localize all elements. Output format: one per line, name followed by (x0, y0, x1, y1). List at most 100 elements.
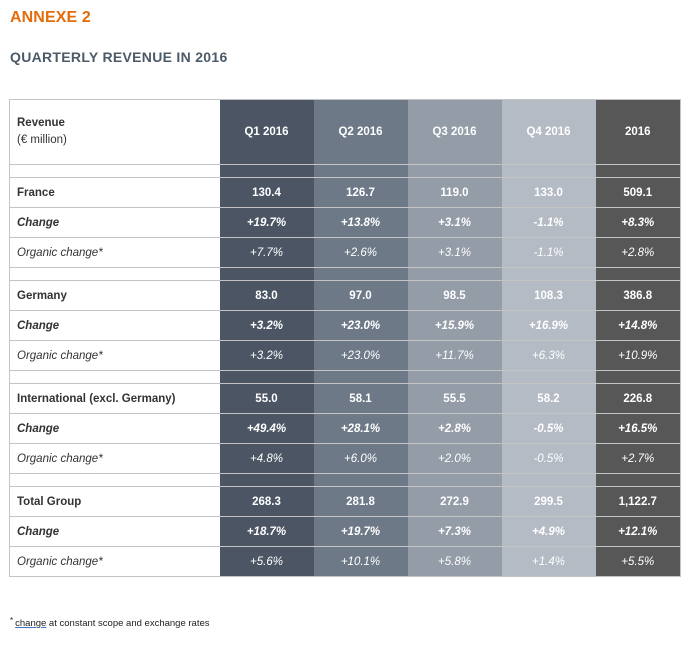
revenue-row-q4-cell: 58.2 (501, 383, 596, 414)
organic-change-row-q3-cell: +2.0% (407, 443, 502, 474)
col-header-year: 2016 (595, 99, 681, 165)
annexe-title: ANNEXE 2 (10, 9, 91, 26)
spacer-cell (595, 164, 681, 178)
organic-change-row: Organic change* +5.6% +10.1% +5.8% +1.4% +5.5… (9, 546, 681, 577)
spacer-cell (313, 164, 408, 178)
change-row-q4-cell: +16.9% (501, 310, 596, 341)
revenue-row-q4-cell: 133.0 (501, 177, 596, 208)
revenue-label: Revenue (17, 117, 65, 129)
revenue-row-q3-cell: 98.5 (407, 280, 502, 311)
change-row-q3-cell: +15.9% (407, 310, 502, 341)
organic-change-row-label: Organic change* (9, 340, 220, 371)
revenue-row-q2-cell: 126.7 (313, 177, 408, 208)
organic-change-row-q3-cell: +3.1% (407, 237, 502, 268)
footnote: * change at constant scope and exchange r… (10, 616, 210, 629)
spacer-cell (407, 164, 502, 178)
col-header-q3: Q3 2016 (407, 99, 502, 165)
revenue-row-q3-cell: 272.9 (407, 486, 502, 517)
organic-change-row-year-cell: +2.7% (595, 443, 681, 474)
revenue-row: France 130.4 126.7 119.0 133.0 509.1 (9, 177, 681, 208)
organic-change-row-q2-cell: +23.0% (313, 340, 408, 371)
col-header-q2: Q2 2016 (313, 99, 408, 165)
organic-change-row: Organic change* +3.2% +23.0% +11.7% +6.3% +10… (9, 340, 681, 371)
change-row: Change +19.7% +13.8% +3.1% -1.1% +8.3% (9, 207, 681, 238)
change-row-q4-cell: -0.5% (501, 413, 596, 444)
change-row-q1-cell: +19.7% (219, 207, 314, 238)
organic-change-row-q2-cell: +10.1% (313, 546, 408, 577)
revenue-row-year-cell: 226.8 (595, 383, 681, 414)
change-row-q4-cell: +4.9% (501, 516, 596, 547)
revenue-row-q2-cell: 58.1 (313, 383, 408, 414)
revenue-row: International (excl. Germany) 55.0 58.1 55.… (9, 383, 681, 414)
organic-change-row: Organic change* +4.8% +6.0% +2.0% -0.5% +2.7% (9, 443, 681, 474)
spacer-row (9, 473, 681, 487)
footnote-text: at constant scope and exchange rates (46, 618, 210, 629)
change-row-year-cell: +14.8% (595, 310, 681, 341)
revenue-row-q1-cell: 55.0 (219, 383, 314, 414)
spacer-cell (407, 370, 502, 384)
change-row-label: Change (9, 516, 220, 547)
spacer-cell (595, 473, 681, 487)
change-row-q2-cell: +28.1% (313, 413, 408, 444)
spacer-cell (501, 370, 596, 384)
revenue-row-year-cell: 1,122.7 (595, 486, 681, 517)
spacer-cell (501, 164, 596, 178)
change-row-q2-cell: +13.8% (313, 207, 408, 238)
organic-change-row-year-cell: +10.9% (595, 340, 681, 371)
footnote-underlined-word: change (15, 618, 47, 629)
organic-change-row-q2-cell: +6.0% (313, 443, 408, 474)
revenue-row-q1-cell: 268.3 (219, 486, 314, 517)
organic-change-row-label: Organic change* (9, 237, 220, 268)
footnote-star: * (10, 616, 14, 625)
revenue-row-label: Germany (9, 280, 220, 311)
revenue-row: Germany 83.0 97.0 98.5 108.3 386.8 (9, 280, 681, 311)
quarterly-revenue-table: Revenue (€ million) Q1 2016 Q2 2016 Q3 20… (9, 99, 681, 577)
organic-change-row-year-cell: +5.5% (595, 546, 681, 577)
spacer-cell (219, 370, 314, 384)
spacer-cell (219, 267, 314, 281)
revenue-row-year-cell: 386.8 (595, 280, 681, 311)
revenue-row-label: France (9, 177, 220, 208)
change-row-q3-cell: +7.3% (407, 516, 502, 547)
spacer-row (9, 370, 681, 384)
unit-label: (€ million) (17, 134, 67, 146)
spacer-row (9, 267, 681, 281)
change-row-year-cell: +16.5% (595, 413, 681, 444)
organic-change-row-q1-cell: +4.8% (219, 443, 314, 474)
spacer-cell (313, 267, 408, 281)
change-row-year-cell: +8.3% (595, 207, 681, 238)
spacer-cell (407, 267, 502, 281)
revenue-row-q2-cell: 97.0 (313, 280, 408, 311)
revenue-row-q2-cell: 281.8 (313, 486, 408, 517)
spacer-cell (407, 473, 502, 487)
revenue-row-q3-cell: 55.5 (407, 383, 502, 414)
organic-change-row-q1-cell: +3.2% (219, 340, 314, 371)
organic-change-row-q4-cell: +6.3% (501, 340, 596, 371)
spacer-cell (595, 370, 681, 384)
organic-change-row-label: Organic change* (9, 443, 220, 474)
header-row: Revenue (€ million) Q1 2016 Q2 2016 Q3 20… (9, 99, 681, 165)
spacer-cell (595, 267, 681, 281)
spacer-cell (219, 473, 314, 487)
organic-change-row-q3-cell: +11.7% (407, 340, 502, 371)
organic-change-row: Organic change* +7.7% +2.6% +3.1% -1.1% +2.8% (9, 237, 681, 268)
revenue-row-year-cell: 509.1 (595, 177, 681, 208)
spacer-cell (9, 473, 220, 487)
spacer-cell (313, 473, 408, 487)
organic-change-row-q4-cell: -1.1% (501, 237, 596, 268)
organic-change-row-q1-cell: +5.6% (219, 546, 314, 577)
change-row-q3-cell: +3.1% (407, 207, 502, 238)
organic-change-row-q1-cell: +7.7% (219, 237, 314, 268)
organic-change-row-q4-cell: -0.5% (501, 443, 596, 474)
organic-change-row-q4-cell: +1.4% (501, 546, 596, 577)
col-header-q4: Q4 2016 (501, 99, 596, 165)
change-row-q2-cell: +19.7% (313, 516, 408, 547)
change-row-q1-cell: +49.4% (219, 413, 314, 444)
organic-change-row-label: Organic change* (9, 546, 220, 577)
spacer-cell (313, 370, 408, 384)
change-row-year-cell: +12.1% (595, 516, 681, 547)
change-row-q3-cell: +2.8% (407, 413, 502, 444)
spacer-row (9, 164, 681, 178)
revenue-row-q4-cell: 108.3 (501, 280, 596, 311)
revenue-row-label: Total Group (9, 486, 220, 517)
